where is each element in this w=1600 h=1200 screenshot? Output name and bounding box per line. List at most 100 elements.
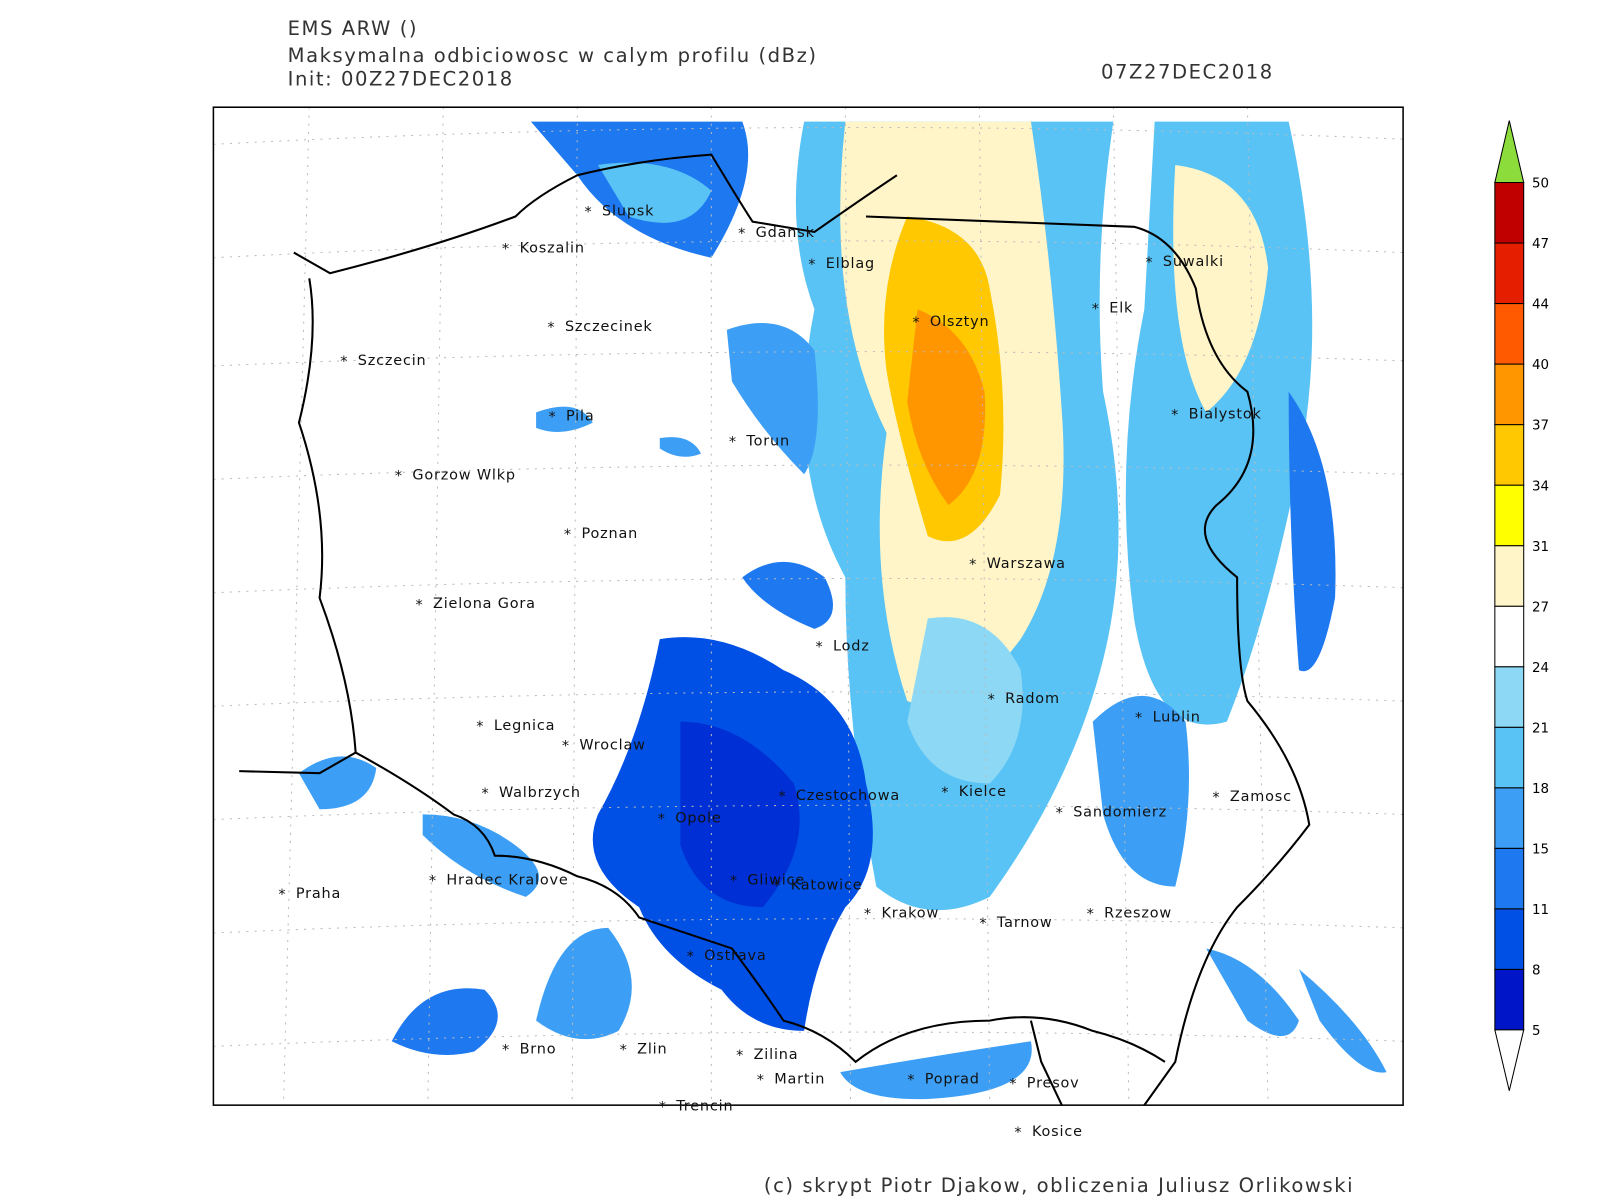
colorbar: 5 8 11 15 18 21 24 27 31 34 37 40 44 47 50	[1494, 120, 1549, 1091]
city-label: Rzeszow	[1104, 906, 1172, 922]
city-marker: *	[502, 242, 510, 258]
city-label: Szczecin	[358, 353, 427, 369]
city-label: Poznan	[581, 526, 638, 542]
colorbar-band	[1494, 545, 1525, 607]
city-label: Opole	[675, 811, 721, 827]
colorbar-band	[1494, 908, 1525, 970]
city-marker: *	[907, 1073, 915, 1089]
city-label: Trencin	[675, 1098, 733, 1114]
city-layer: * Slupsk * Koszalin * Gdansk * Elblag * Suwalki * E…	[278, 203, 1291, 1141]
city-marker: *	[659, 1099, 667, 1115]
city-marker: *	[773, 879, 781, 895]
field-title: Maksymalna odbiciowosc w calym profilu (…	[288, 44, 818, 67]
colorbar-label: 44	[1532, 298, 1549, 313]
colorbar-band	[1494, 303, 1525, 365]
city-label: Krakow	[881, 906, 939, 922]
city-label: Elblag	[826, 256, 875, 272]
colorbar-band	[1494, 363, 1525, 426]
model-title: EMS ARW ()	[288, 17, 418, 40]
colorbar-band	[1494, 787, 1525, 849]
city-marker: *	[730, 874, 738, 890]
colorbar-band	[1494, 242, 1525, 305]
colorbar-band	[1494, 847, 1525, 910]
city-marker: *	[778, 789, 786, 805]
city-label: Gdansk	[756, 225, 815, 241]
graticule	[213, 107, 1404, 1106]
colorbar-band	[1494, 424, 1525, 486]
city-marker: *	[687, 949, 695, 965]
city-label: Presov	[1027, 1076, 1080, 1092]
colorbar-label: 21	[1532, 721, 1549, 736]
colorbar-label: 34	[1532, 479, 1549, 494]
city-marker: *	[1135, 711, 1143, 727]
city-label: Zlin	[637, 1042, 667, 1058]
city-marker: *	[278, 887, 286, 903]
colorbar-over	[1494, 120, 1525, 183]
city-label: Hradec Kralove	[446, 873, 568, 889]
city-label: Slupsk	[602, 203, 654, 219]
colorbar-label: 11	[1532, 903, 1549, 918]
city-marker: *	[395, 468, 403, 484]
city-marker: *	[815, 640, 823, 656]
city-label: Zielona Gora	[433, 596, 536, 612]
city-label: Wroclaw	[579, 737, 645, 753]
city-marker: *	[1092, 301, 1100, 317]
city-label: Radom	[1005, 691, 1060, 707]
city-marker: *	[1009, 1077, 1017, 1093]
city-label: Kielce	[959, 784, 1007, 800]
reflectivity-field	[298, 121, 1387, 1100]
city-label: Praha	[296, 886, 341, 902]
city-marker: *	[1087, 907, 1095, 923]
city-label: Ostrava	[704, 948, 766, 964]
city-marker: *	[340, 354, 348, 370]
city-label: Warszawa	[987, 556, 1066, 572]
city-marker: *	[547, 320, 555, 336]
borders	[239, 153, 1311, 1106]
city-label: Martin	[774, 1072, 825, 1088]
city-marker: *	[969, 557, 977, 573]
city-marker: *	[620, 1043, 628, 1059]
city-marker: *	[979, 916, 987, 932]
city-label: Koszalin	[520, 241, 585, 257]
city-label: Elk	[1109, 300, 1133, 316]
city-label: Katowice	[791, 878, 863, 894]
colorbar-label: 31	[1532, 540, 1549, 555]
valid-time: 07Z27DEC2018	[1101, 60, 1274, 83]
city-marker: *	[864, 907, 872, 923]
colorbar-label: 27	[1532, 600, 1549, 615]
city-marker: *	[988, 692, 996, 708]
city-marker: *	[658, 812, 666, 828]
city-marker: *	[1212, 790, 1220, 806]
city-marker: *	[757, 1073, 765, 1089]
city-marker: *	[1014, 1125, 1022, 1141]
colorbar-label: 5	[1532, 1024, 1541, 1039]
city-label: Szczecinek	[565, 319, 653, 335]
city-label: Lublin	[1153, 710, 1201, 726]
city-label: Gorzow Wlkp	[412, 467, 516, 483]
city-marker: *	[562, 739, 570, 755]
colorbar-under	[1494, 1029, 1525, 1091]
city-marker: *	[1171, 408, 1179, 424]
city-label: Pila	[566, 409, 595, 425]
city-marker: *	[476, 719, 484, 735]
colorbar-label: 47	[1532, 237, 1549, 252]
colorbar-label: 15	[1532, 842, 1549, 857]
colorbar-label: 40	[1532, 358, 1549, 373]
city-label: Legnica	[494, 718, 556, 734]
city-marker: *	[548, 410, 556, 426]
colorbar-band	[1494, 666, 1525, 728]
city-label: Kosice	[1032, 1124, 1083, 1140]
city-marker: *	[1145, 255, 1153, 271]
city-label: Walbrzych	[499, 785, 581, 801]
city-marker: *	[585, 204, 593, 220]
city-label: Torun	[745, 433, 790, 449]
city-marker: *	[1056, 806, 1064, 822]
city-label: Lodz	[833, 639, 870, 655]
city-label: Zilina	[754, 1047, 799, 1063]
colorbar-band	[1494, 968, 1525, 1031]
city-marker: *	[729, 434, 737, 450]
city-label: Brno	[520, 1042, 557, 1058]
city-label: Sandomierz	[1073, 804, 1167, 820]
colorbar-label: 50	[1532, 177, 1549, 192]
